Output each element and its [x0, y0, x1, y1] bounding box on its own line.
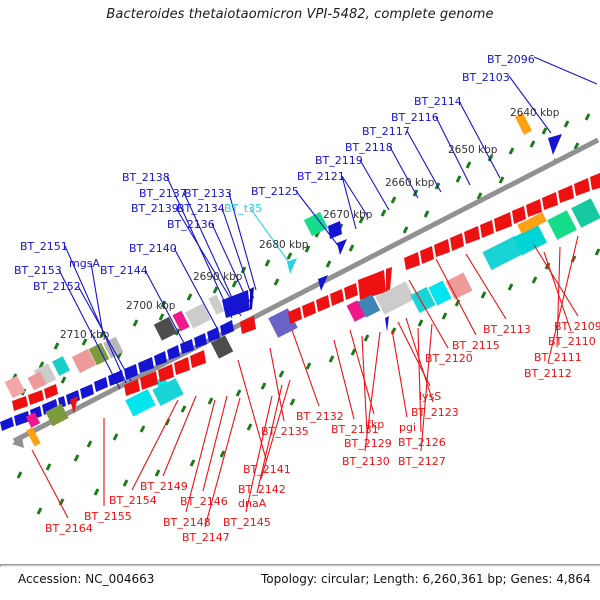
gene-label-reverse[interactable]: BT_2140 — [129, 242, 177, 255]
axis-tick-label: 2710 kbp — [60, 329, 110, 341]
axis-tick-label: 2680 kbp — [259, 239, 309, 251]
axis-tick-label: 2650 kbp — [448, 144, 498, 156]
gene-label-reverse[interactable]: BT_2134 — [177, 202, 225, 215]
gene-label-reverse[interactable]: BT_2116 — [391, 111, 439, 124]
gene-label-forward[interactable]: BT_2129 — [344, 437, 392, 450]
gene-label-forward[interactable]: BT_2164 — [45, 522, 93, 535]
axis-tick-label: 2640 kbp — [510, 107, 560, 119]
gene-label-forward[interactable]: BT_2110 — [548, 335, 596, 348]
gene-label-reverse[interactable]: BT_2121 — [297, 170, 345, 183]
gene-label-reverse[interactable]: BT_2117 — [362, 125, 410, 138]
gene-label-reverse[interactable]: BT_2153 — [14, 264, 62, 277]
gene-label-reverse[interactable]: BT_2133 — [184, 187, 232, 200]
gene-label-reverse[interactable]: BT_2103 — [462, 71, 510, 84]
gene-label-forward[interactable]: BT_2112 — [524, 367, 572, 380]
scale-tick-marks — [11, 113, 600, 515]
axis-tick-label: 2660 kbp — [385, 177, 435, 189]
gene-label-forward[interactable]: BT_2149 — [140, 480, 188, 493]
gene-label-reverse[interactable]: BT_2137 — [139, 187, 187, 200]
gene-label-forward[interactable]: BT_2111 — [534, 351, 582, 364]
gene-label-reverse[interactable]: BT_2151 — [20, 240, 68, 253]
gene-label-forward[interactable]: BT_2154 — [109, 494, 157, 507]
gene-label-rna[interactable]: BT_t35 — [224, 202, 263, 215]
gene-label-reverse[interactable]: BT_2119 — [315, 154, 363, 167]
gene-label-forward[interactable]: BT_2131 — [331, 423, 379, 436]
gene-label-reverse[interactable]: BT_2114 — [414, 95, 462, 108]
forward-leader-lines — [31, 235, 579, 528]
gene-label-forward[interactable]: BT_2155 — [84, 510, 132, 523]
gene-label-reverse[interactable]: BT_2139 — [131, 202, 179, 215]
gene-label-forward[interactable]: BT_2142 — [238, 483, 286, 496]
gene-label-forward[interactable]: BT_2127 — [398, 455, 446, 468]
gene-label-forward[interactable]: BT_2113 — [483, 323, 531, 336]
genome-stats-text: Topology: circular; Length: 6,260,361 bp… — [261, 572, 591, 586]
gene-label-forward[interactable]: BT_2141 — [243, 463, 291, 476]
gene-label-reverse[interactable]: BT_2096 — [487, 53, 535, 66]
axis-tick-label: 2690 kbp — [193, 271, 243, 283]
gene-label-reverse[interactable]: BT_2136 — [167, 218, 215, 231]
page-title: Bacteroides thetaiotaomicron VPI-5482, c… — [106, 7, 494, 22]
forward-strand-features[interactable] — [12, 173, 600, 428]
gene-label-forward[interactable]: lysS — [419, 390, 442, 403]
gene-label-reverse[interactable]: BT_2125 — [251, 185, 299, 198]
accession-text: Accession: NC_004663 — [18, 572, 155, 586]
gene-label-forward[interactable]: BT_2135 — [261, 425, 309, 438]
gene-label-forward[interactable]: BT_2146 — [180, 495, 228, 508]
gene-label-reverse[interactable]: BT_2144 — [100, 264, 148, 277]
gene-label-forward[interactable]: pgi — [399, 421, 417, 434]
gene-label-forward[interactable]: dnaA — [238, 497, 267, 510]
axis-tick-label: 2670 kbp — [323, 209, 373, 221]
gene-label-forward[interactable]: BT_2120 — [425, 352, 473, 365]
gene-label-reverse[interactable]: mgsA — [69, 257, 100, 270]
axis-tick-label: 2700 kbp — [126, 300, 176, 312]
gene-label-forward[interactable]: BT_2115 — [452, 339, 500, 352]
rna-leader-lines — [249, 207, 294, 269]
footer-divider — [0, 564, 600, 567]
gene-label-forward[interactable]: BT_2145 — [223, 516, 271, 529]
misc-feature-orange[interactable] — [26, 427, 41, 447]
gene-label-forward[interactable]: BT_2123 — [411, 406, 459, 419]
reverse-strand-features[interactable] — [0, 112, 562, 431]
gene-label-forward[interactable]: BT_2148 — [163, 516, 211, 529]
gene-label-forward[interactable]: BT_2109 — [554, 320, 600, 333]
gene-label-reverse[interactable]: BT_2152 — [33, 280, 81, 293]
reverse-leader-lines — [58, 56, 598, 390]
genome-backbone[interactable] — [12, 137, 600, 448]
gene-label-forward[interactable]: BT_2130 — [342, 455, 390, 468]
gene-label-forward[interactable]: BT_2126 — [398, 436, 446, 449]
gene-label-reverse[interactable]: BT_2118 — [345, 141, 393, 154]
gene-label-reverse[interactable]: BT_2138 — [122, 171, 170, 184]
gene-label-forward[interactable]: BT_2132 — [296, 410, 344, 423]
gene-label-forward[interactable]: fkp — [367, 418, 385, 431]
gene-label-forward[interactable]: BT_2147 — [182, 531, 230, 544]
